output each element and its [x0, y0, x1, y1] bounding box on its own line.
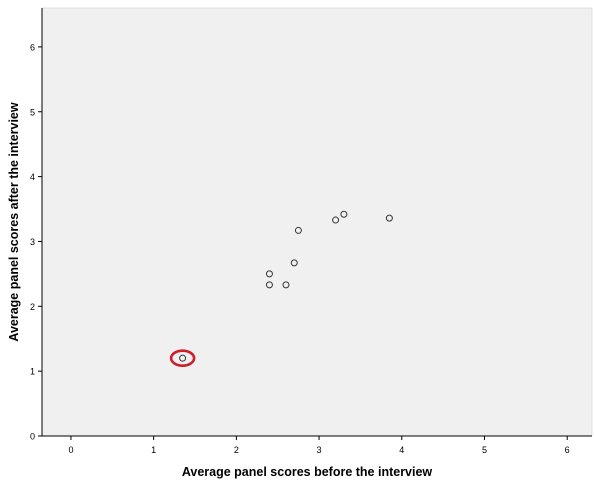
data-point: [332, 216, 340, 224]
axes: [41, 8, 592, 437]
x-tick-label: 0: [68, 445, 73, 455]
data-point: [265, 281, 273, 289]
data-point: [340, 210, 348, 218]
y-tick-label: 4: [30, 172, 35, 182]
data-point: [290, 259, 298, 267]
ticks: 0 1 2 3 4 5 6 0 1 2 3 4 5 6: [30, 42, 570, 455]
y-tick-label: 2: [30, 302, 35, 312]
x-axis-title: Average panel scores before the intervie…: [182, 465, 433, 479]
plot-area: [41, 7, 593, 437]
y-tick-label: 6: [30, 42, 35, 52]
y-tick-label: 3: [30, 237, 35, 247]
x-tick-label: 5: [482, 445, 487, 455]
x-tick-label: 6: [565, 445, 570, 455]
data-point: [282, 281, 290, 289]
x-tick-label: 1: [151, 445, 156, 455]
x-tick-label: 2: [234, 445, 239, 455]
highlight-circle: [169, 349, 196, 367]
data-point: [179, 354, 187, 362]
y-axis-title: Average panel scores after the interview: [7, 102, 21, 341]
x-tick-label: 4: [399, 445, 404, 455]
y-tick-label: 0: [30, 432, 35, 442]
data-point: [294, 226, 302, 234]
data-points: [169, 210, 393, 367]
data-point: [385, 214, 393, 222]
y-tick-label: 1: [30, 367, 35, 377]
x-tick-label: 3: [317, 445, 322, 455]
data-point: [265, 270, 273, 278]
y-tick-label: 5: [30, 107, 35, 117]
